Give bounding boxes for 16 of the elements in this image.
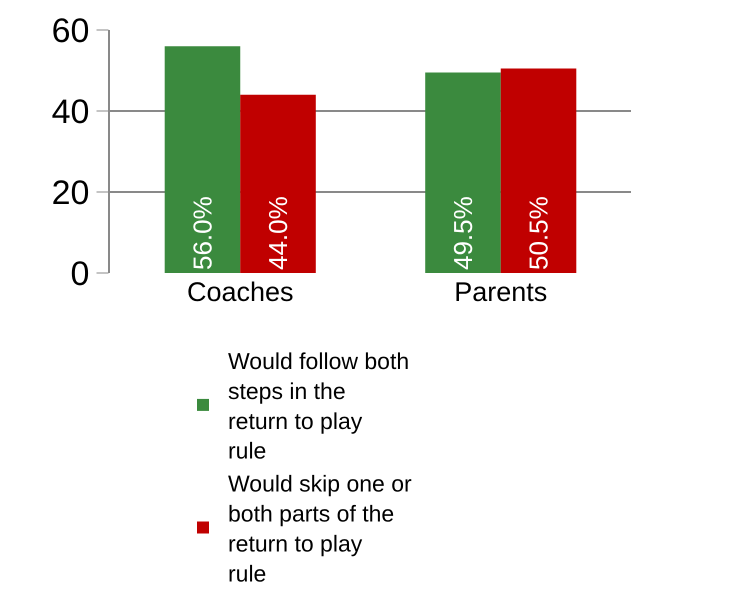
- y-tick-label: 60: [52, 12, 90, 50]
- x-tick-label: Coaches: [186, 277, 294, 307]
- y-tick-label: 0: [70, 254, 90, 293]
- legend-label: Would skip one or both parts of the return to play rule: [228, 470, 412, 586]
- data-label: 56.0%: [187, 196, 218, 270]
- y-tick-label: 40: [52, 92, 90, 131]
- data-label: 44.0%: [263, 196, 294, 270]
- bar: [425, 72, 501, 273]
- bar: [240, 94, 316, 273]
- bar: [164, 46, 240, 273]
- bar: [500, 68, 576, 273]
- data-label: 49.5%: [448, 196, 478, 270]
- y-tick-label: 20: [52, 174, 90, 212]
- legend-label: Would follow both steps in the return to play rule: [228, 348, 410, 464]
- x-tick-label: Parents: [454, 277, 548, 307]
- data-label: 50.5%: [524, 196, 554, 270]
